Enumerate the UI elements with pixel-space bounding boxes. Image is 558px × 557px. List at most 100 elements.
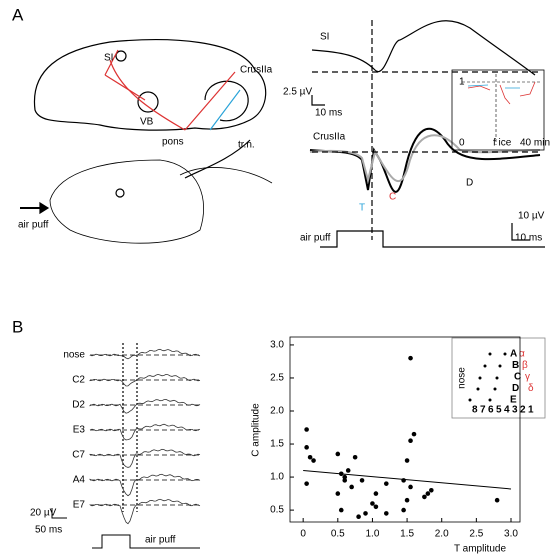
x-tick-label: 3.0 (504, 529, 518, 540)
arc-label: 7 (480, 405, 486, 416)
point (345, 468, 351, 473)
stimulus-label: air puff (300, 233, 331, 244)
whisker-label: C7 (72, 450, 85, 461)
arc-label: 4 (504, 405, 510, 416)
point (408, 438, 413, 444)
point (383, 481, 389, 486)
x-axis-label: T amplitude (454, 544, 507, 555)
y-tick-label: 2.0 (270, 406, 284, 417)
whisker-label: E7 (73, 500, 86, 511)
whisker-traces (89, 348, 201, 525)
region: SI (104, 53, 113, 64)
inset-tick: 1 (459, 77, 465, 88)
inset-label: 40 min (520, 138, 550, 149)
point (338, 471, 344, 477)
point (335, 451, 341, 457)
inset-tick: 0 (459, 138, 465, 149)
point (356, 514, 361, 520)
point (304, 481, 309, 486)
point (304, 427, 309, 432)
greek-label: γ (525, 372, 530, 383)
y-tick-label: 1.5 (270, 439, 284, 450)
point (401, 478, 406, 483)
scale-label: 20 µV (30, 508, 57, 519)
trace (89, 498, 201, 525)
x-tick-label: 0.5 (331, 529, 345, 540)
point (373, 491, 379, 496)
scale-label: 10 ms (515, 233, 542, 244)
region: tr.n. (238, 140, 255, 151)
point (425, 491, 431, 496)
point (363, 511, 368, 516)
component: T (359, 203, 365, 214)
y-tick-label: 1.0 (270, 472, 284, 483)
component: D (466, 178, 473, 189)
row-label: B (512, 360, 519, 371)
x-tick-label: 2.5 (469, 529, 483, 540)
panel-label: A (12, 5, 24, 24)
x-tick-label: 0 (300, 529, 306, 540)
point (304, 445, 309, 450)
whisker-label: nose (63, 350, 85, 361)
row-label: D (512, 383, 519, 394)
scale-label: 2.5 µV (283, 87, 312, 98)
y-tick-label: 0.5 (270, 505, 284, 516)
point (404, 458, 410, 463)
y-tick-label: 3.0 (270, 340, 284, 351)
x-tick-label: 1.5 (400, 529, 414, 540)
point (359, 478, 365, 483)
y-axis-label: C amplitude (251, 403, 262, 457)
scale-label: 10 ms (315, 108, 342, 119)
point (494, 497, 500, 503)
point (408, 484, 413, 490)
fit-line (303, 469, 512, 490)
inset-title: nose (457, 367, 468, 389)
region: CrusIIa (240, 65, 273, 76)
point (408, 355, 413, 361)
point (370, 501, 375, 506)
arc-label: 3 (512, 405, 518, 416)
arc-label: 5 (496, 405, 502, 416)
inset-label: f ice (493, 138, 512, 149)
point (429, 487, 434, 493)
point (411, 431, 417, 437)
arc-label: 6 (488, 405, 494, 416)
component: C (389, 192, 396, 203)
point (307, 454, 313, 460)
point (342, 478, 348, 483)
whisker-label: D2 (72, 400, 85, 411)
whisker-label: A4 (73, 475, 86, 486)
y-tick-label: 2.5 (270, 373, 284, 384)
greek-label: α (519, 349, 525, 360)
trace (89, 348, 201, 360)
stimulus-label: air puff (18, 220, 49, 231)
point (404, 497, 410, 503)
scale-label: 50 ms (35, 525, 62, 536)
x-tick-label: 1.0 (365, 529, 379, 540)
inset-dots (468, 352, 507, 402)
arc-label: 8 (472, 405, 478, 416)
point (335, 491, 341, 496)
whisker-label: C2 (72, 375, 85, 386)
arc-label: 2 (520, 405, 526, 416)
point (383, 511, 389, 516)
row-label: A (510, 349, 517, 360)
region: VB (140, 117, 154, 128)
trace (89, 448, 201, 468)
scatter-plot: 0 0.5 1.0 1.5 2.0 2.5 3.0 0.5 1.0 1.5 2.0 2.5 3.0 T a… (251, 336, 521, 555)
trace-label: SI (320, 32, 329, 43)
point (401, 507, 406, 513)
plot-frame (289, 336, 521, 523)
greek-label: δ (528, 383, 534, 394)
trace (89, 423, 201, 441)
trace (89, 373, 201, 387)
greek-label: β (522, 360, 528, 371)
point (422, 494, 427, 500)
point (338, 507, 344, 513)
arc-label: 1 (528, 405, 534, 416)
point (349, 484, 354, 490)
whisker-label: E3 (73, 425, 86, 436)
trace (89, 398, 201, 414)
